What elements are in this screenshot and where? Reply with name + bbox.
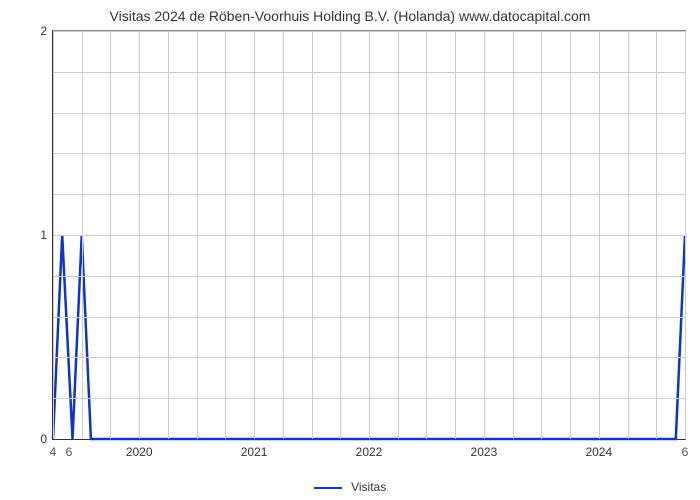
gridline-v (426, 31, 427, 439)
gridline-v (110, 31, 111, 439)
legend: Visitas (0, 480, 700, 494)
gridline-v (53, 31, 54, 439)
y-tick-label: 0 (40, 432, 47, 446)
y-tick-label: 1 (40, 228, 47, 242)
legend-label: Visitas (351, 480, 386, 494)
gridline-v (197, 31, 198, 439)
gridline-v (628, 31, 629, 439)
gridline-v (513, 31, 514, 439)
chart-title: Visitas 2024 de Röben-Voorhuis Holding B… (0, 8, 700, 24)
gridline-v (82, 31, 83, 439)
gridline-v (369, 31, 370, 439)
gridline-v (455, 31, 456, 439)
gridline-v (656, 31, 657, 439)
x-extra-label-right: 6 (682, 445, 689, 459)
x-tick-label: 2020 (126, 445, 153, 459)
gridline-v (254, 31, 255, 439)
gridline-v (340, 31, 341, 439)
gridline-v (312, 31, 313, 439)
gridline-v (283, 31, 284, 439)
gridline-v (685, 31, 686, 439)
x-extra-label-left: 6 (66, 445, 73, 459)
x-tick-label: 2024 (585, 445, 612, 459)
y-tick-label: 2 (40, 24, 47, 38)
gridline-v (398, 31, 399, 439)
gridline-v (599, 31, 600, 439)
x-extra-label-left: 4 (50, 445, 57, 459)
gridline-v (225, 31, 226, 439)
gridline-v (139, 31, 140, 439)
x-tick-label: 2021 (241, 445, 268, 459)
x-tick-label: 2023 (471, 445, 498, 459)
legend-swatch (314, 487, 342, 489)
gridline-v (484, 31, 485, 439)
gridline-v (570, 31, 571, 439)
gridline-v (541, 31, 542, 439)
gridline-v (168, 31, 169, 439)
chart-container: Visitas 2024 de Röben-Voorhuis Holding B… (0, 0, 700, 500)
plot-area: 01220202021202220232024466 (52, 30, 686, 440)
x-tick-label: 2022 (356, 445, 383, 459)
